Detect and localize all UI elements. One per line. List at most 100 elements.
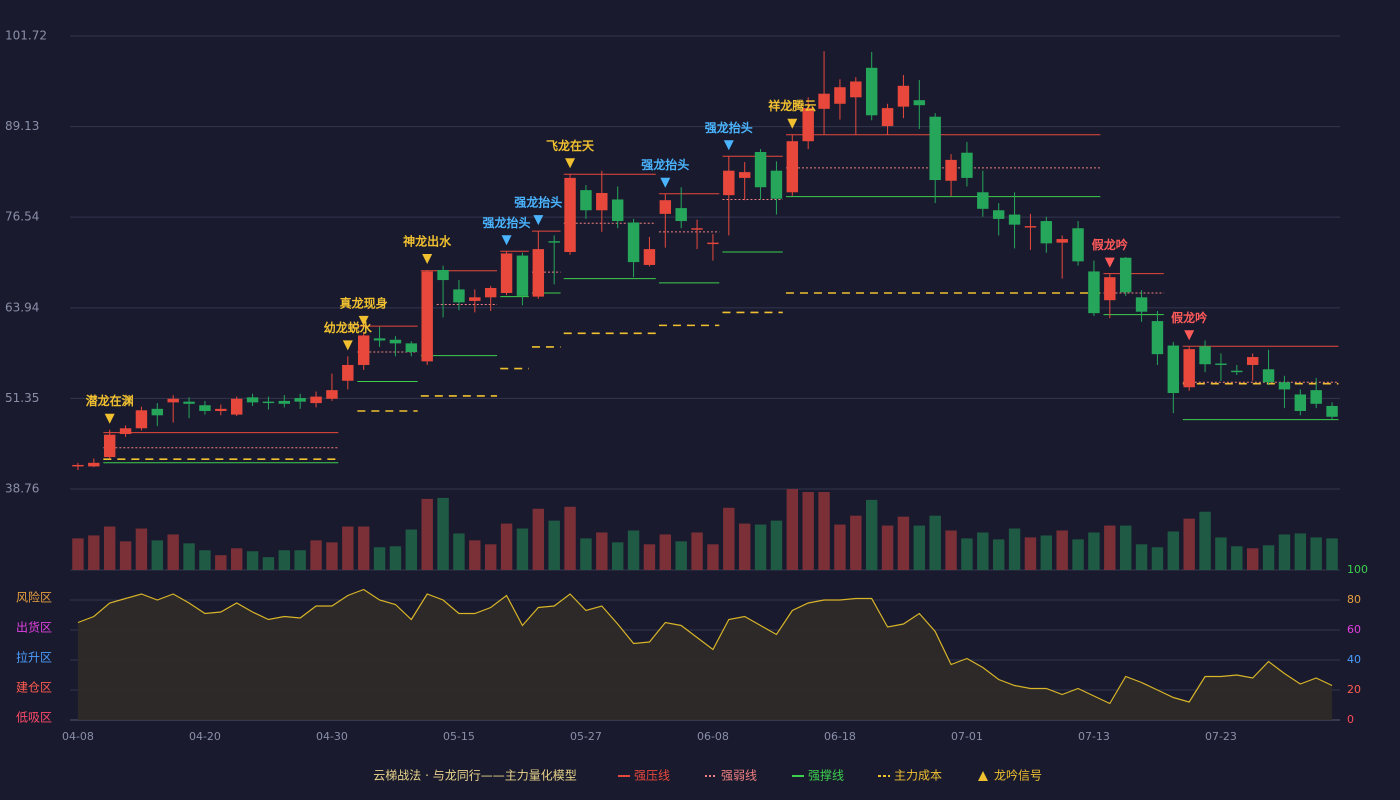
volume-bar [754, 524, 767, 570]
candle-body [246, 397, 259, 403]
candle-body [88, 462, 100, 467]
volume-bar [1024, 537, 1037, 570]
volume-bar [818, 491, 830, 570]
candle-body [1151, 321, 1164, 355]
y-tick-label: 76.54 [5, 210, 39, 224]
volume-bar [961, 538, 973, 570]
candle-body [770, 170, 783, 199]
candle-body [865, 67, 878, 116]
volume-bar [453, 533, 465, 570]
volume-bar [1040, 535, 1053, 570]
volume-bar [405, 529, 418, 570]
signal-label: 潜龙在渊 [86, 393, 134, 408]
volume-bar [1310, 537, 1322, 570]
volume-bar [1151, 547, 1164, 570]
volume-bar [484, 544, 497, 570]
candle-body [1231, 370, 1243, 373]
volume-bar [437, 497, 449, 570]
volume-bar [421, 498, 433, 570]
osc-line [77, 588, 1333, 705]
candle-body [723, 170, 735, 196]
candle-body [580, 190, 592, 211]
volume-bar [1072, 539, 1084, 570]
signal-arrow [342, 340, 353, 351]
x-tick-label: 04-08 [62, 730, 94, 743]
candle-body [564, 177, 576, 252]
x-tick-label: 04-20 [189, 730, 221, 743]
candle-body [294, 398, 306, 402]
volume-bar [1231, 546, 1243, 570]
candle-body [167, 398, 179, 403]
signal-arrow [533, 215, 544, 226]
candle-body [1056, 239, 1068, 243]
candle-body [389, 339, 402, 344]
candle-body [72, 464, 84, 467]
osc-tick-label: 60 [1347, 623, 1361, 636]
candle-body [230, 398, 243, 415]
candle-body [183, 401, 195, 404]
candle-body [1246, 357, 1259, 365]
volume-bar [897, 516, 910, 570]
volume-bar [151, 540, 164, 570]
volume-bar [1199, 511, 1211, 570]
y-tick-label: 51.35 [5, 391, 39, 405]
volume-bar [532, 508, 545, 570]
signal-label: 强龙抬头 [641, 157, 689, 172]
candle-body [738, 172, 751, 178]
candle-body [1294, 394, 1307, 412]
candle-body [215, 408, 227, 412]
candle-body [310, 396, 322, 404]
x-tick-label: 04-30 [316, 730, 348, 743]
candle-body [691, 228, 703, 230]
candle-body [754, 151, 767, 188]
volume-bar [548, 520, 560, 570]
candle-body [103, 434, 116, 458]
volume-bar [659, 534, 672, 570]
volume-bar [500, 523, 513, 570]
candle-body [1215, 363, 1227, 365]
volume-bar [1215, 537, 1227, 570]
candle-body [1088, 271, 1100, 314]
y-tick-label: 101.72 [5, 29, 47, 43]
candle-body [469, 297, 481, 301]
volume-bar [1008, 528, 1021, 570]
candle-body [786, 141, 799, 193]
volume-bar [580, 538, 592, 570]
x-tick-label: 07-23 [1205, 730, 1237, 743]
volume-bar [738, 523, 751, 570]
volume-bar [310, 540, 322, 570]
signal-arrow [104, 413, 115, 424]
candle-body [707, 242, 719, 245]
candle-body [151, 408, 164, 416]
osc-area [77, 589, 1333, 720]
candle-body [1262, 369, 1275, 383]
candle-body [421, 271, 433, 362]
candle-body [992, 210, 1005, 219]
candle-body [881, 108, 894, 127]
signal-arrow [1104, 257, 1115, 268]
candle-body [659, 200, 672, 214]
volume-bar [1056, 530, 1068, 570]
candle-body [342, 364, 354, 381]
legend-label: 强弱线 [721, 769, 757, 783]
candle-body [484, 287, 497, 298]
legend-label: 主力成本 [894, 769, 942, 783]
candle-body [405, 343, 418, 353]
volume-bar [643, 544, 656, 570]
signal-arrow [358, 315, 369, 326]
signal-label: 强龙抬头 [705, 120, 753, 135]
volume-bar [135, 528, 148, 570]
signal-arrow [787, 118, 798, 129]
volume-bar [865, 499, 878, 570]
candle-body [516, 255, 529, 296]
volume-bar [342, 526, 354, 570]
candle-body [802, 108, 814, 142]
volume-bar [786, 489, 799, 570]
signal-arrow [723, 140, 734, 151]
signal-arrow [422, 253, 433, 264]
osc-tick-label: 20 [1347, 683, 1361, 696]
osc-tick-label: 100 [1347, 563, 1368, 576]
volume-bar [357, 526, 370, 570]
signal-arrow [501, 235, 512, 246]
y-tick-label: 38.76 [5, 482, 39, 496]
